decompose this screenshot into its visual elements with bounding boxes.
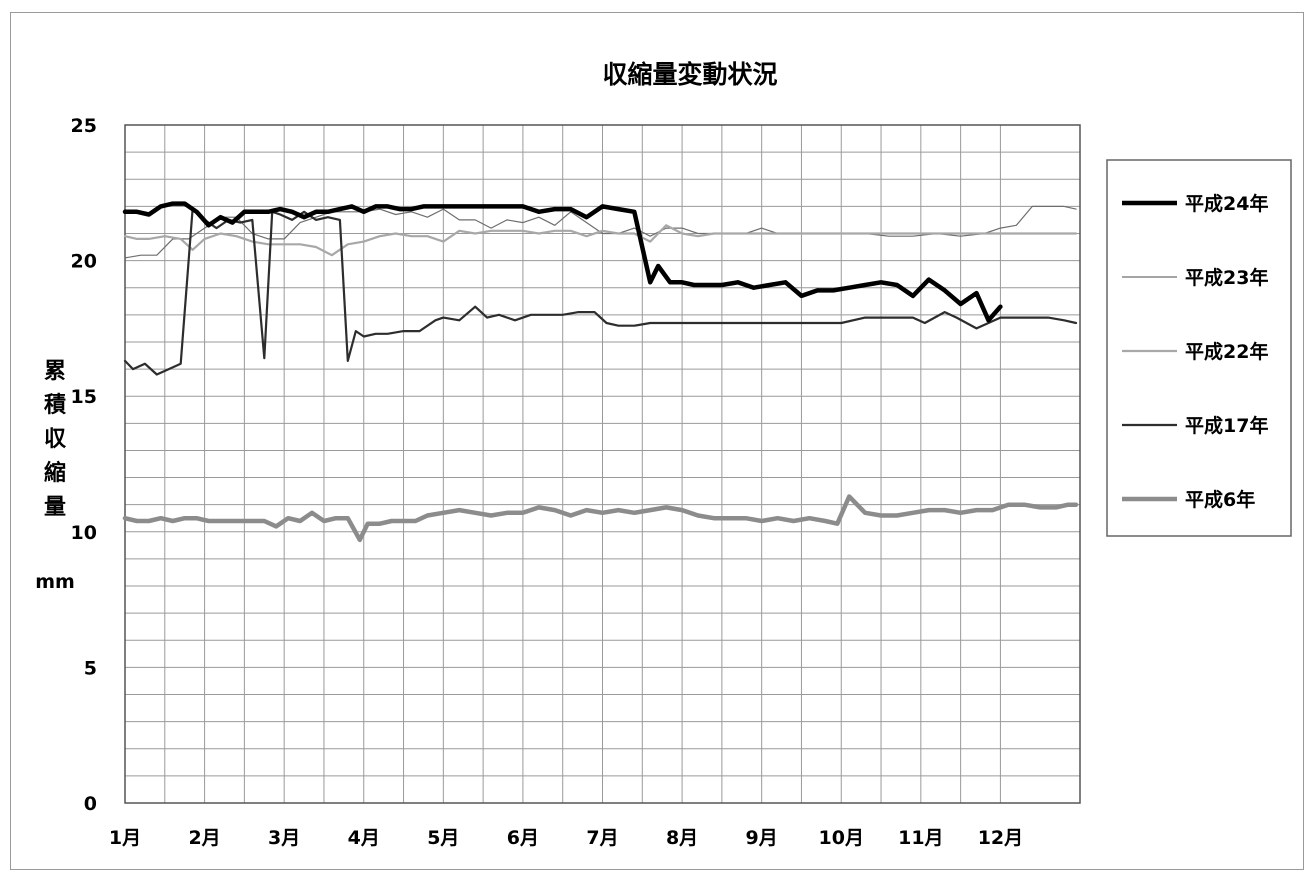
y-axis-ticks: 0 5 10 15 20 25: [71, 115, 97, 815]
x-tick-label: 4月: [348, 827, 380, 849]
series-line-1: [122, 201, 1003, 323]
y-tick-label: 25: [71, 115, 97, 137]
y-tick-label: 5: [84, 657, 97, 679]
y-label-char: 収: [44, 427, 67, 452]
y-label-char: 縮: [44, 460, 66, 486]
chart-title: 収縮量変動状況: [602, 60, 777, 89]
y-tick-label: 10: [71, 522, 97, 544]
series-line-4: [123, 208, 1078, 376]
x-tick-label: 6月: [507, 827, 539, 849]
plot-series: [122, 201, 1079, 543]
y-label-char: 量: [44, 495, 66, 520]
x-axis-ticks: 1月 2月 3月 4月 5月 6月 7月 8月 9月 10月 11月 12月: [109, 827, 1023, 849]
series-line-5: [122, 494, 1079, 543]
x-tick-label: 11月: [898, 827, 943, 849]
x-tick-label: 1月: [109, 827, 141, 849]
legend-label: 平成17年: [1185, 414, 1268, 437]
series-line-3: [123, 224, 1078, 257]
y-tick-label: 0: [84, 793, 97, 815]
x-tick-label: 9月: [746, 827, 778, 849]
legend-label: 平成23年: [1185, 266, 1268, 289]
series-line-2: [124, 205, 1077, 259]
plot-grid: [124, 124, 1081, 804]
plot-border: [124, 124, 1081, 804]
chart-frame: [10, 12, 1304, 870]
x-tick-label: 2月: [188, 827, 220, 849]
x-tick-label: 3月: [268, 827, 300, 849]
legend-label: 平成24年: [1185, 192, 1268, 215]
legend-label: 平成6年: [1185, 488, 1255, 511]
x-tick-label: 8月: [666, 827, 698, 849]
legend-box: [1106, 159, 1292, 537]
y-axis-unit: mm: [35, 571, 75, 593]
x-tick-label: 10月: [819, 827, 864, 849]
legend-label: 平成22年: [1185, 340, 1268, 363]
x-tick-label: 5月: [427, 827, 459, 849]
y-label-char: 累: [44, 359, 66, 384]
x-tick-label: 12月: [978, 827, 1023, 849]
y-tick-label: 15: [71, 386, 97, 408]
x-tick-label: 7月: [586, 827, 618, 849]
y-label-char: 積: [44, 393, 67, 418]
y-tick-label: 20: [71, 251, 97, 273]
